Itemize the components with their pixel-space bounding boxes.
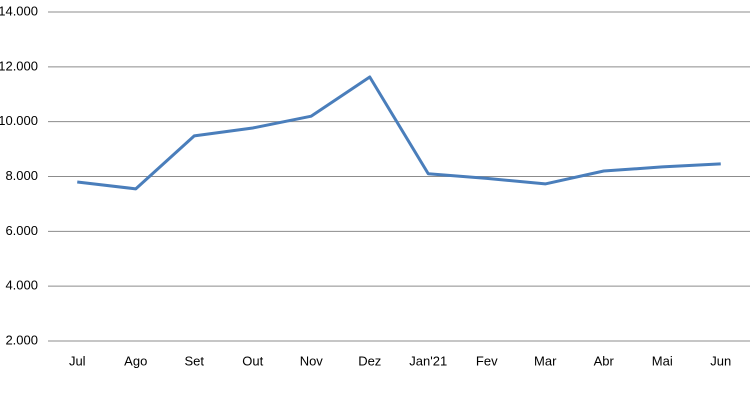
x-tick-label: Abr xyxy=(594,353,615,368)
y-tick-label: 12.000 xyxy=(0,58,38,73)
y-tick-label: 10.000 xyxy=(0,113,38,128)
x-tick-label: Out xyxy=(242,353,263,368)
x-tick-label: Mai xyxy=(652,353,673,368)
x-tick-label: Jun xyxy=(710,353,731,368)
x-tick-label: Set xyxy=(184,353,204,368)
x-tick-label: Jan'21 xyxy=(409,353,447,368)
x-tick-label: Nov xyxy=(300,353,324,368)
x-tick-label: Fev xyxy=(476,353,498,368)
x-tick-label: Jul xyxy=(69,353,86,368)
line xyxy=(77,75,721,191)
y-tick-label: 4.000 xyxy=(5,278,38,293)
x-tick-label: Ago xyxy=(124,353,147,368)
x-tick-label: Dez xyxy=(358,353,381,368)
y-tick-label: 14.000 xyxy=(0,3,38,18)
y-tick-label: 2.000 xyxy=(5,332,38,347)
y-tick-label: 6.000 xyxy=(5,223,38,238)
x-tick-label: Mar xyxy=(534,353,557,368)
y-tick-label: 8.000 xyxy=(5,168,38,183)
